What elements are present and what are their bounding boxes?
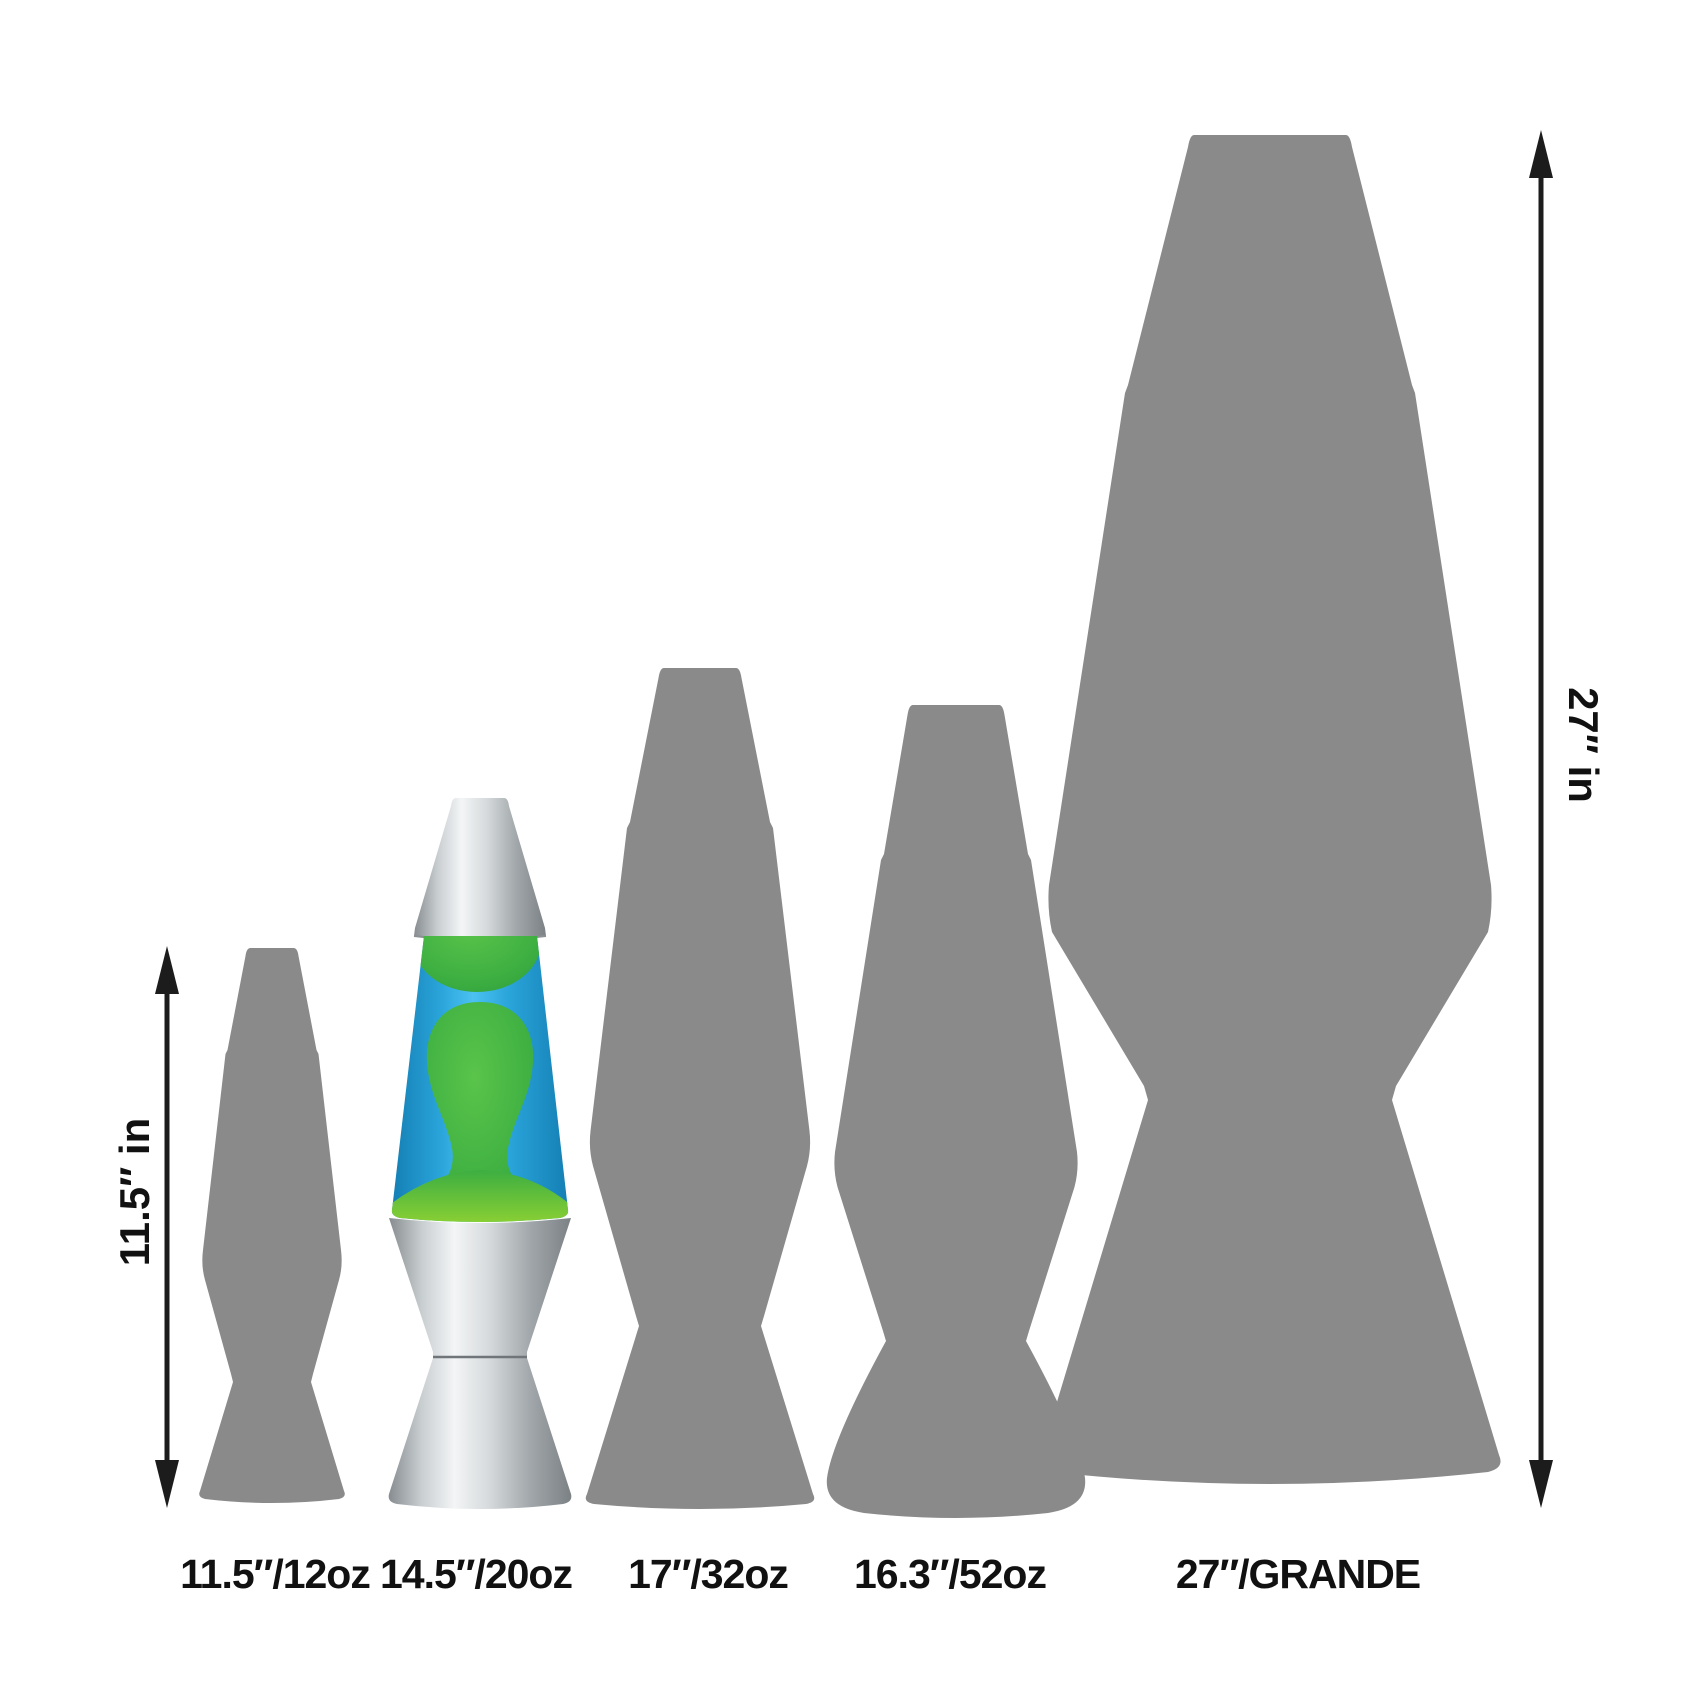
lamp-base-lower-cone [388,1358,572,1509]
size-label-27-grande: 27″/GRANDE [1176,1551,1420,1597]
lamp-silhouette-17in [585,668,815,1509]
right-dimension-label: 27″ in [1560,687,1607,803]
lava-top-blob [413,936,541,992]
lamp-silhouette-27in-grande [1039,135,1501,1484]
size-label-17: 17″/32oz [628,1551,788,1597]
lava-middle-blob [423,1002,537,1218]
size-label-14-5: 14.5″/20oz [380,1551,572,1597]
dimension-arrow-right: 27″ in [1529,130,1607,1508]
arrow-head-down-icon [1529,1460,1553,1508]
dimension-arrow-left: 11.5″ in [111,946,179,1508]
size-label-16-3: 16.3″/52oz [854,1551,1046,1597]
lamp-cap [414,798,546,940]
arrow-head-up-icon [155,946,179,994]
lamp-silhouette-16-3in [826,705,1086,1518]
lamp-silhouette-11-5in [199,948,345,1503]
size-labels: 11.5″/12oz 14.5″/20oz 17″/32oz 16.3″/52o… [180,1551,1421,1597]
size-label-11-5: 11.5″/12oz [180,1551,370,1597]
left-dimension-label: 11.5″ in [111,1118,158,1267]
lava-bottom-pool [391,1170,569,1222]
arrow-head-down-icon [155,1460,179,1508]
lamp-base-upper-cone [389,1218,571,1356]
lamp-product-14-5in [388,798,572,1509]
arrow-head-up-icon [1529,130,1553,178]
